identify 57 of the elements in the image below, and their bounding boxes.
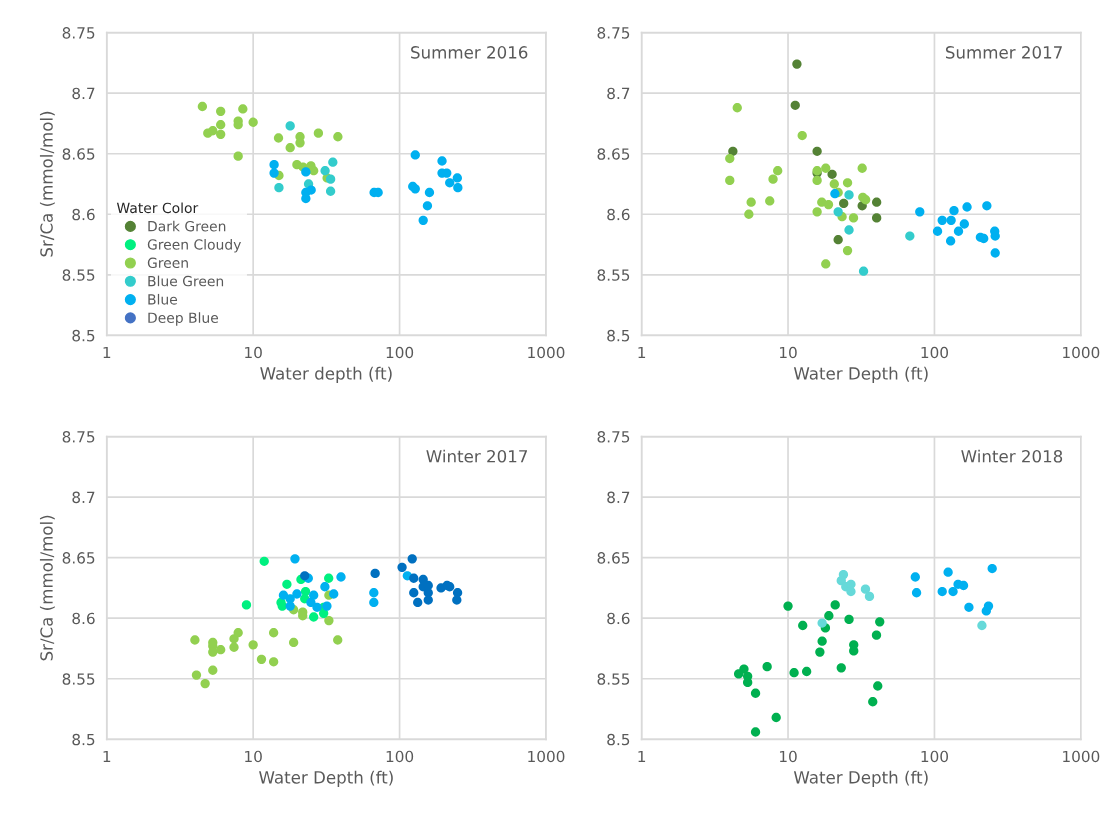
text: Winter 2018: [961, 449, 1063, 463]
y-tick-label: 8.75: [62, 431, 95, 443]
x-axis-title: Water Depth (ft): [793, 770, 928, 787]
x-tick-label: 10: [245, 750, 262, 763]
x-tick-label: 1: [638, 750, 646, 763]
x-tick-label: 1000: [1063, 346, 1100, 359]
y-tick-label: 8.65: [62, 552, 95, 564]
y-tick-label: 8.75: [62, 27, 95, 39]
y-tick-label: 8.7: [607, 87, 630, 100]
y-tick-label: 8.75: [597, 27, 630, 39]
y-tick-label: 8.5: [72, 733, 95, 746]
legend-label: Blue Green: [148, 275, 224, 287]
text: Winter 2017: [426, 449, 527, 463]
text: Summer 2016: [411, 46, 528, 59]
y-tick-label: 8.6: [72, 208, 95, 221]
y-tick-label: 8.6: [607, 612, 630, 625]
x-tick-label: 10: [245, 346, 262, 359]
x-tick-label: 1: [638, 346, 646, 359]
legend-label: Dark Green: [148, 220, 226, 232]
y-tick-label: 8.5: [72, 329, 95, 342]
legend-label: Blue: [148, 293, 178, 305]
legend-title: Water Color: [116, 202, 199, 214]
x-tick-label: 1000: [1063, 750, 1100, 763]
text: Summer 2017: [945, 46, 1062, 59]
x-axis-title: Water Depth (ft): [259, 770, 393, 787]
x-tick-label: 100: [921, 750, 949, 763]
x-tick-label: 10: [779, 346, 797, 359]
y-tick-label: 8.5: [607, 733, 630, 746]
y-tick-label: 8.75: [597, 431, 630, 443]
x-axis-title: Water depth (ft): [260, 366, 392, 383]
x-tick-label: 100: [386, 750, 414, 763]
x-tick-label: 1000: [528, 750, 565, 763]
y-tick-label: 8.55: [62, 269, 95, 281]
legend-label: Green Cloudy: [147, 239, 241, 253]
x-tick-label: 100: [386, 346, 414, 359]
y-tick-label: 8.65: [597, 552, 630, 564]
y-tick-label: 8.55: [597, 269, 630, 281]
y-tick-label: 8.7: [72, 491, 95, 504]
x-axis-title: Water Depth (ft): [793, 366, 928, 383]
x-tick-label: 100: [921, 346, 949, 359]
y-tick-label: 8.65: [62, 148, 95, 160]
y-tick-label: 8.5: [607, 329, 630, 342]
y-tick-label: 8.7: [72, 87, 95, 100]
x-tick-label: 10: [779, 750, 797, 763]
legend-label: Deep Blue: [148, 312, 219, 326]
y-tick-label: 8.65: [597, 148, 630, 160]
legend-label: Green: [147, 257, 188, 269]
x-tick-label: 1: [103, 750, 111, 763]
y-tick-label: 8.7: [607, 491, 630, 504]
x-tick-label: 1: [103, 346, 111, 359]
y-tick-label: 8.55: [597, 673, 630, 685]
y-axis-title: Sr/Ca (mmol/mol): [39, 111, 55, 257]
y-axis-title: Sr/Ca (mmol/mol): [39, 515, 55, 661]
y-tick-label: 8.55: [62, 673, 95, 685]
x-tick-label: 1000: [528, 346, 565, 359]
y-tick-label: 8.6: [72, 612, 95, 625]
y-tick-label: 8.6: [607, 208, 630, 221]
